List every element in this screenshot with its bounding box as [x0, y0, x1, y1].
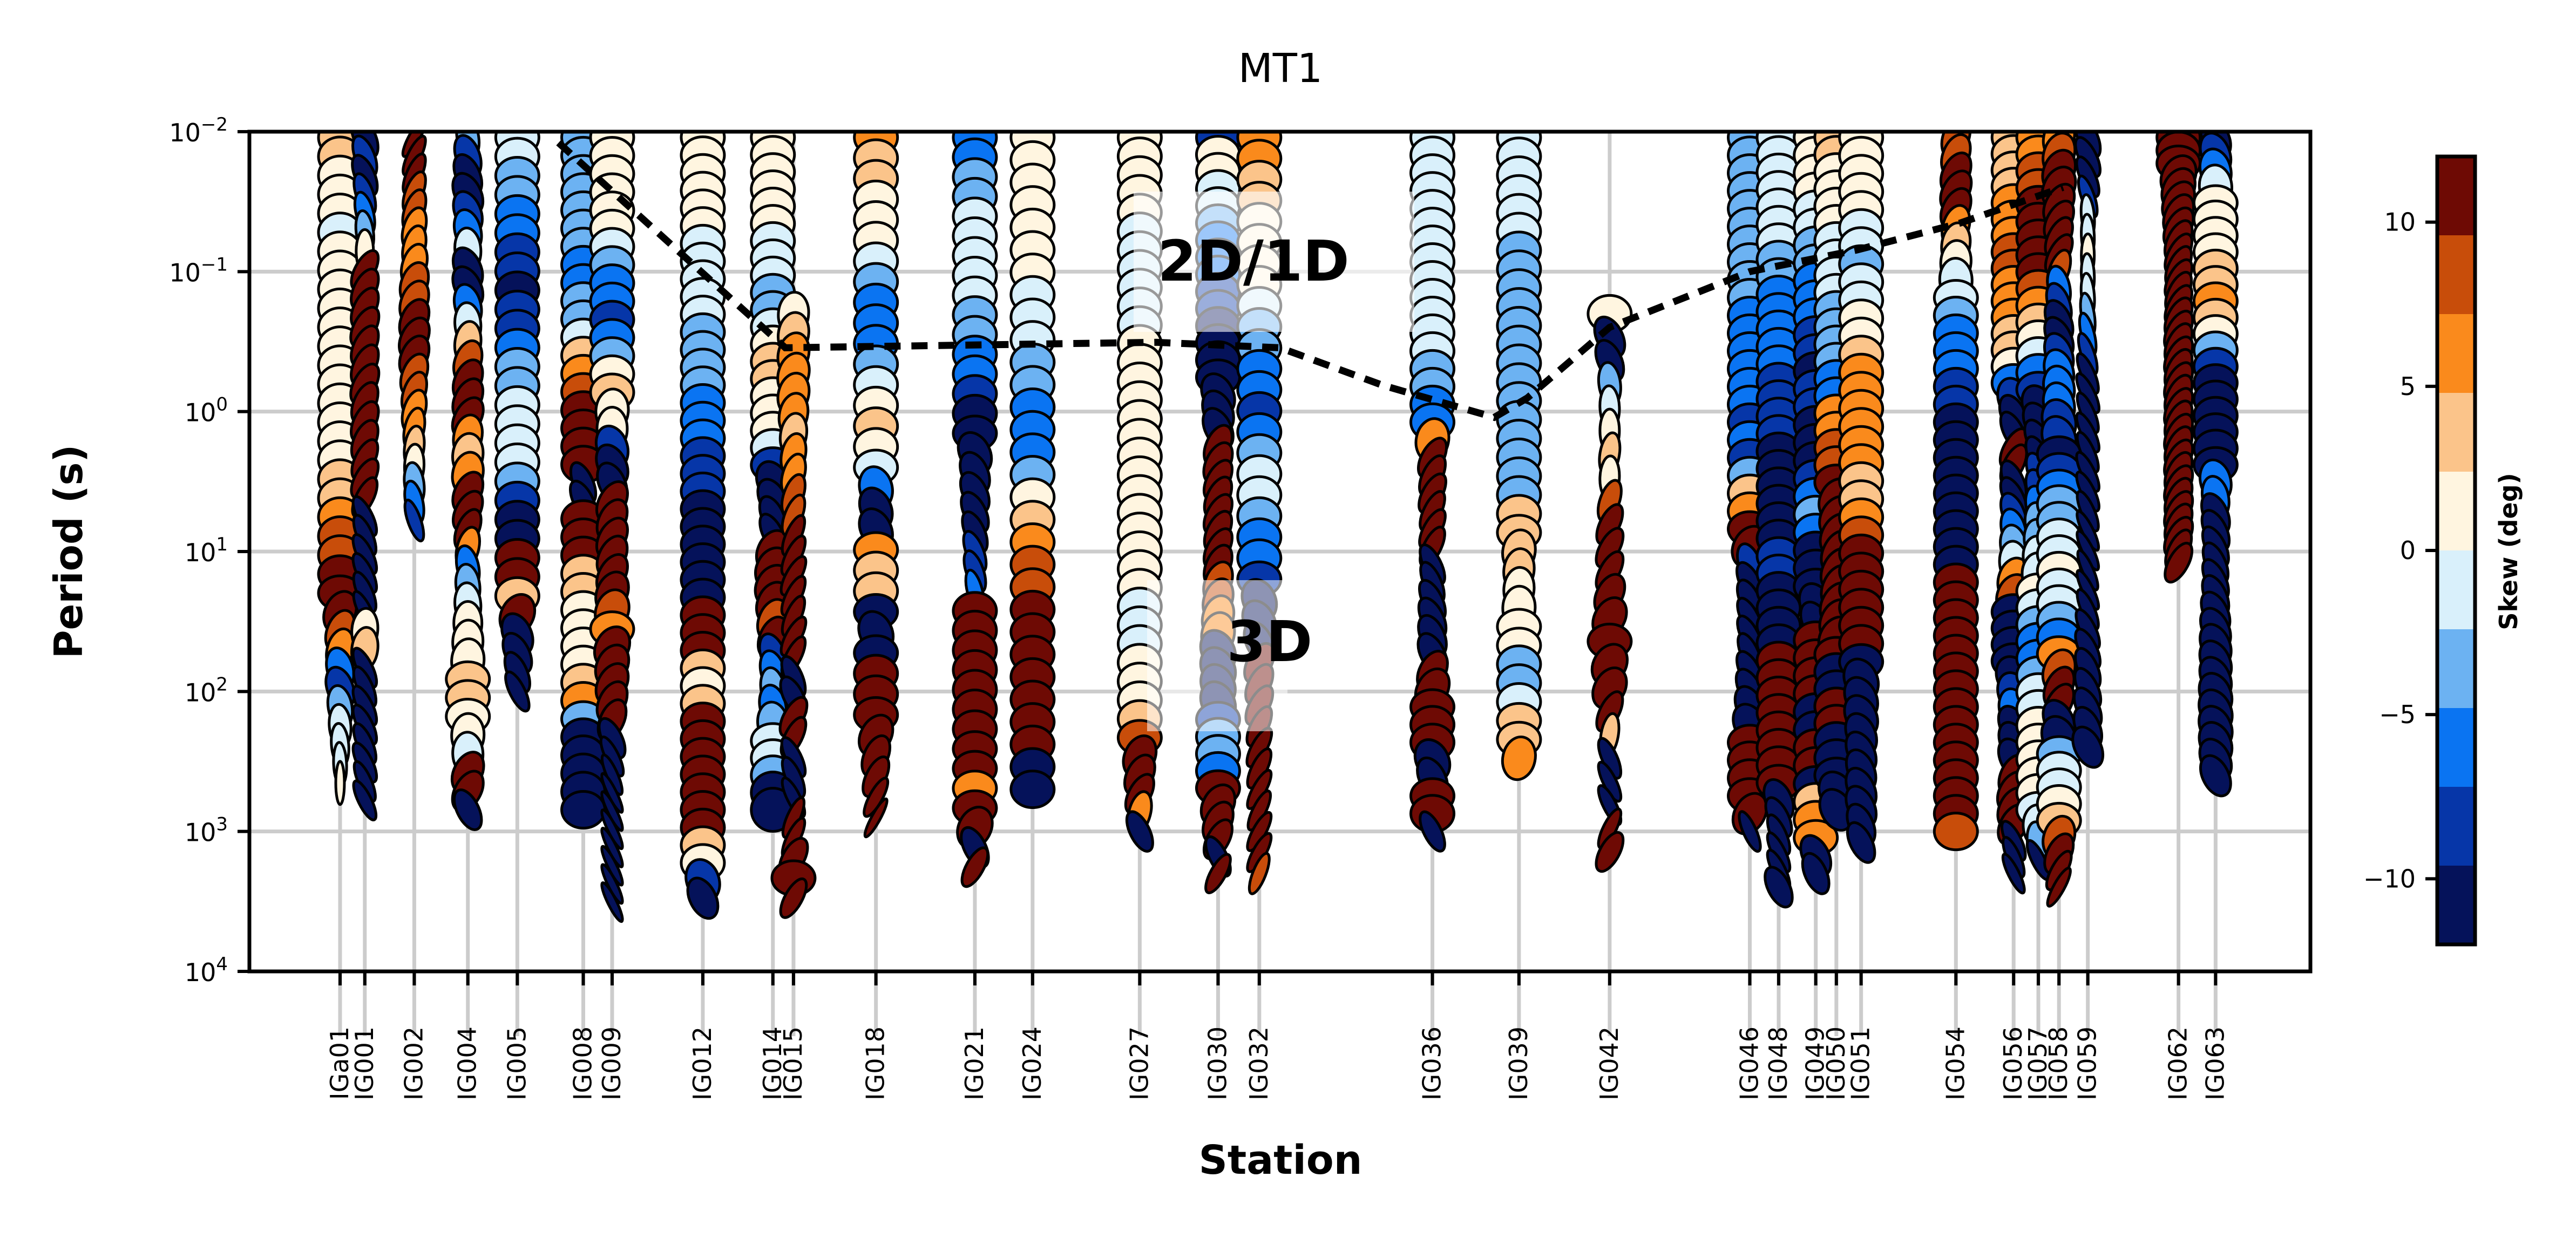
phase-tensor-ellipse	[1248, 852, 1271, 895]
station-label: IG050	[1821, 1026, 1850, 1100]
phase-tensor-ellipse	[1597, 760, 1623, 803]
colorbar-tick-label: 0	[2400, 536, 2416, 565]
station-label: IG024	[1018, 1026, 1047, 1100]
phase-tensor-ellipse	[452, 788, 483, 831]
station-label: IG008	[568, 1026, 598, 1100]
y-axis-label: Period (s)	[46, 445, 91, 659]
phase-tensor-ellipse	[2071, 725, 2105, 769]
station-label: IG014	[758, 1026, 787, 1100]
station-label: IG001	[350, 1026, 379, 1100]
phase-tensor-ellipse	[2164, 541, 2194, 584]
phase-tensor-ellipse	[1501, 735, 1537, 781]
phase-tensor-ellipse	[1933, 812, 1979, 852]
station-label: IG063	[2200, 1026, 2229, 1100]
station-label: IG015	[778, 1026, 808, 1100]
station-label: IG046	[1735, 1026, 1764, 1100]
station-label: IG058	[2044, 1026, 2073, 1100]
annotation-2d1d: 2D/1D	[1134, 192, 1414, 332]
y-tick-label: 100	[185, 394, 228, 427]
station-label: IG054	[1941, 1026, 1970, 1100]
station-label: IG049	[1801, 1026, 1830, 1100]
y-axis-ticks: 10−2 10−1 100 101 102 103 104	[169, 114, 249, 987]
station-label: IG036	[1418, 1026, 1447, 1100]
x-axis-label: Station	[1199, 1137, 1362, 1183]
station-label: IG057	[2023, 1026, 2052, 1100]
colorbar	[2435, 154, 2477, 947]
station-label: IG062	[2164, 1026, 2193, 1100]
y-tick-label: 10−1	[169, 254, 228, 287]
colorbar-tick-label: 10	[2384, 208, 2416, 237]
phase-tensor-ellipse	[2199, 754, 2232, 798]
station-label: IG056	[1998, 1026, 2028, 1100]
phase-tensor-ellipse	[1801, 852, 1831, 895]
phase-tensor-ellipse	[1764, 866, 1794, 909]
station-label: IG027	[1124, 1026, 1154, 1100]
y-tick-label: 104	[185, 954, 228, 987]
phase-tensor-ellipse	[960, 846, 989, 888]
colorbar-tick-label: −10	[2363, 864, 2416, 893]
phase-tensor-ellipse	[504, 670, 531, 713]
station-label: IG042	[1595, 1026, 1624, 1100]
colorbar-label: Skew (deg)	[2494, 473, 2523, 630]
annotation-3d-label: 3D	[1227, 609, 1313, 675]
phase-tensor-ellipse	[352, 779, 378, 821]
phase-tensor-ellipse	[560, 790, 607, 829]
station-label: IG032	[1244, 1026, 1273, 1100]
station-label: IG002	[399, 1026, 428, 1100]
station-label: IG009	[597, 1026, 626, 1100]
y-tick-label: 101	[185, 534, 228, 567]
annotation-3d: 3D	[1147, 580, 1312, 731]
station-label: IG039	[1504, 1026, 1533, 1100]
station-label: IGa01	[325, 1026, 354, 1100]
annotation-2d1d-label: 2D/1D	[1157, 228, 1349, 294]
station-label: IG021	[960, 1026, 989, 1100]
phase-tensor-ellipse	[1125, 810, 1154, 853]
phase-tensor-ellipse	[1595, 690, 1624, 733]
station-label: IG005	[502, 1026, 531, 1100]
y-tick-label: 103	[185, 814, 228, 847]
colorbar-ticks: 10 5 0 −5 −10	[2363, 208, 2437, 893]
phase-tensor-ellipse	[1738, 810, 1762, 853]
phase-tensor-ellipse	[334, 760, 346, 806]
phase-tensor-ellipse	[1204, 853, 1232, 894]
phase-tensor-ellipse	[1009, 770, 1056, 810]
chart-title: MT1	[1238, 45, 1323, 92]
phase-tensor-ellipse	[779, 878, 808, 919]
phase-tensor-ellipse	[1419, 810, 1446, 853]
phase-tensor-ellipse	[863, 797, 889, 839]
colorbar-tick-label: 5	[2400, 372, 2416, 401]
station-label: IG059	[2073, 1026, 2102, 1100]
phase-tensor-ellipses	[317, 132, 2239, 923]
phase-tensor-ellipse	[600, 881, 624, 923]
y-tick-label: 10−2	[169, 114, 228, 147]
phase-tensor-ellipse	[1846, 821, 1876, 864]
station-label: IG012	[688, 1026, 717, 1100]
colorbar-tick-label: −5	[2379, 700, 2416, 729]
station-label: IG030	[1203, 1026, 1232, 1100]
phase-tensor-ellipse	[2001, 853, 2026, 895]
phase-tensor-ellipse	[1595, 831, 1625, 873]
y-tick-label: 102	[185, 674, 228, 707]
phase-tensor-ellipse	[686, 876, 720, 920]
phase-tensor-ellipse	[403, 498, 425, 542]
station-label: IG051	[1846, 1026, 1875, 1100]
station-label: IG004	[453, 1026, 482, 1100]
station-label: IG018	[861, 1026, 890, 1100]
phase-tensor-ellipse	[2046, 866, 2072, 908]
station-label: IG048	[1764, 1026, 1793, 1100]
